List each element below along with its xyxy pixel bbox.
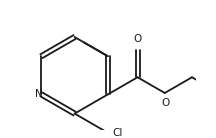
Text: N: N bbox=[35, 89, 42, 99]
Text: Cl: Cl bbox=[112, 128, 123, 138]
Text: O: O bbox=[133, 34, 142, 44]
Text: O: O bbox=[162, 98, 170, 108]
